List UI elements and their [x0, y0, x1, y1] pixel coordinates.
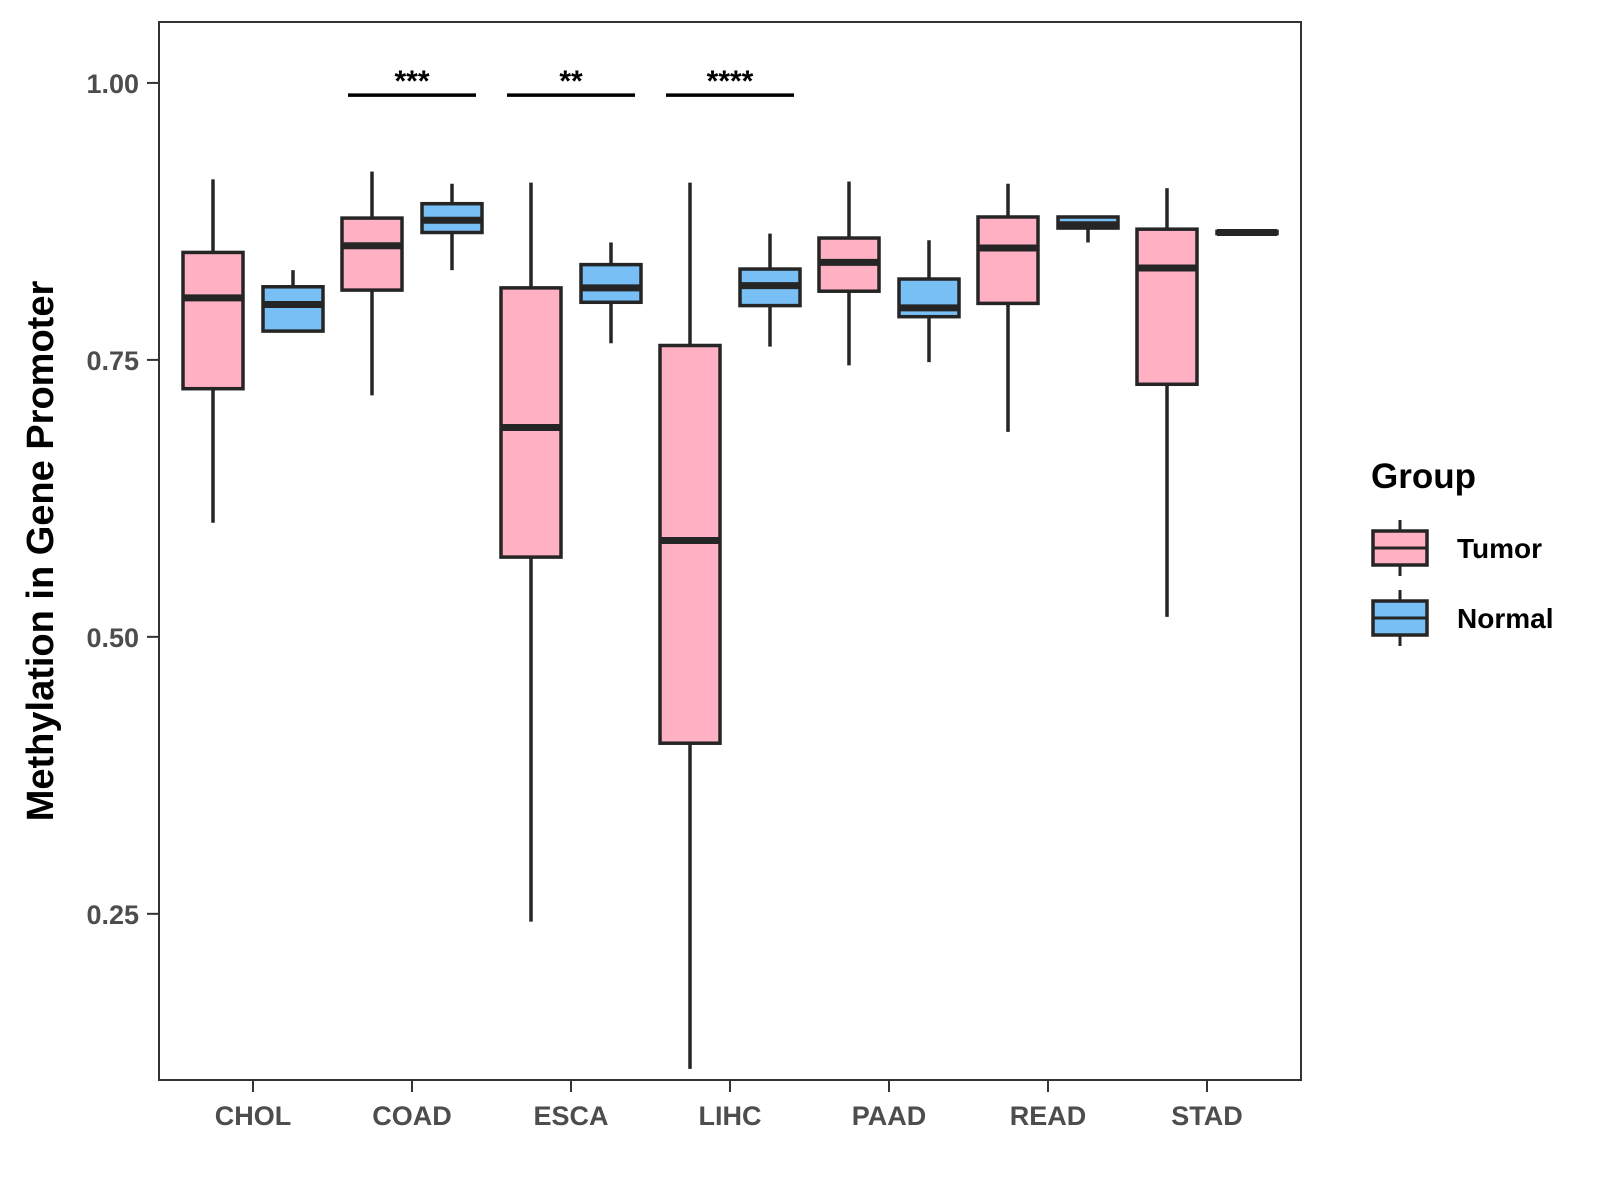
significance-label-esca: **: [559, 65, 583, 98]
significance-label-lihc: ****: [707, 65, 754, 98]
x-tick-label: STAD: [1171, 1101, 1243, 1131]
y-tick-label: 0.75: [86, 346, 139, 376]
x-tick-label: ESCA: [533, 1101, 608, 1131]
box-tumor-esca: [499, 286, 563, 559]
box-tumor-lihc: [658, 343, 722, 745]
box-tumor-read: [976, 215, 1040, 306]
x-tick-label: LIHC: [699, 1101, 762, 1131]
x-tick-label: PAAD: [852, 1101, 927, 1131]
legend-label-tumor: Tumor: [1457, 533, 1542, 564]
y-tick-label: 0.25: [86, 900, 139, 930]
box-tumor-coad: [340, 216, 404, 292]
plot-panel-border: [158, 21, 1302, 1081]
box-normal-chol: [261, 285, 325, 333]
significance-label-coad: ***: [394, 65, 429, 98]
box-normal-esca: [579, 262, 643, 305]
x-tick-label: COAD: [372, 1101, 452, 1131]
box-tumor-stad: [1135, 227, 1199, 387]
legend-title: Group: [1371, 457, 1476, 496]
box-tumor-chol: [181, 250, 245, 391]
y-tick-label: 0.50: [86, 623, 139, 653]
legend-label-normal: Normal: [1457, 603, 1553, 634]
y-tick-label: 1.00: [86, 69, 139, 99]
x-tick-label: READ: [1010, 1101, 1087, 1131]
x-tick-label: CHOL: [215, 1101, 292, 1131]
y-axis-title: Methylation in Gene Promoter: [20, 281, 62, 822]
